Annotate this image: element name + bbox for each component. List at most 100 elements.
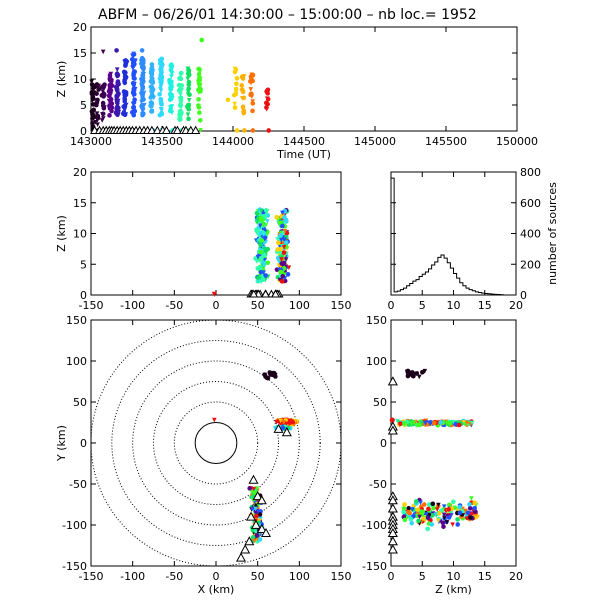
source-point bbox=[414, 513, 420, 519]
source-point bbox=[168, 108, 173, 114]
y-tick-label: -50 bbox=[369, 478, 387, 491]
source-point bbox=[419, 420, 424, 426]
source-point bbox=[251, 486, 256, 492]
source-point bbox=[114, 67, 120, 73]
source-point bbox=[197, 84, 202, 90]
source-point bbox=[263, 208, 269, 213]
source-point bbox=[94, 100, 100, 105]
source-point bbox=[108, 102, 113, 108]
source-point bbox=[150, 93, 155, 99]
source-point bbox=[139, 48, 145, 53]
source-point bbox=[405, 370, 411, 375]
source-point bbox=[431, 505, 436, 511]
source-point bbox=[94, 91, 99, 96]
x-tick-label: 150 bbox=[331, 570, 352, 583]
source-point bbox=[95, 86, 101, 91]
x-tick-label: 10 bbox=[447, 570, 461, 583]
source-point bbox=[116, 109, 122, 115]
source-point bbox=[265, 260, 271, 266]
source-point bbox=[132, 69, 137, 74]
x-tick-label: -150 bbox=[79, 570, 104, 583]
source-point bbox=[139, 90, 144, 96]
source-point bbox=[254, 513, 259, 519]
y-tick-label: 400 bbox=[520, 228, 541, 241]
source-point bbox=[141, 58, 146, 63]
source-point bbox=[178, 108, 183, 114]
source-point bbox=[159, 78, 164, 84]
y-tick-label: 0 bbox=[80, 289, 87, 302]
x-tick-label: -100 bbox=[120, 299, 145, 312]
source-point bbox=[178, 92, 183, 97]
source-point bbox=[139, 99, 144, 105]
x-tick-label: 150000 bbox=[496, 135, 538, 148]
station-triangle bbox=[191, 125, 201, 135]
y-tick-label: 10 bbox=[73, 228, 87, 241]
y-tick-label: -50 bbox=[69, 478, 87, 491]
y-tick-label: 0 bbox=[380, 437, 387, 450]
station-triangle bbox=[248, 474, 259, 484]
source-point bbox=[211, 291, 217, 297]
source-point bbox=[451, 499, 456, 505]
source-point bbox=[435, 518, 441, 524]
y-tick-label: 100 bbox=[366, 355, 387, 368]
source-point bbox=[100, 49, 106, 55]
source-point bbox=[421, 516, 426, 521]
source-point bbox=[149, 109, 155, 114]
source-point bbox=[159, 108, 164, 113]
x-tick-label: 0 bbox=[388, 299, 395, 312]
source-point bbox=[468, 515, 473, 520]
source-point bbox=[167, 88, 173, 94]
source-point bbox=[422, 368, 428, 374]
source-point bbox=[402, 421, 407, 426]
source-point bbox=[159, 74, 165, 79]
source-point bbox=[232, 105, 238, 110]
source-point bbox=[475, 514, 480, 520]
source-point bbox=[473, 509, 478, 514]
x-tick-label: 50 bbox=[251, 570, 265, 583]
source-point bbox=[257, 537, 263, 542]
x-tick-label: 144000 bbox=[212, 135, 254, 148]
x-tick-label: 50 bbox=[251, 299, 265, 312]
source-point bbox=[140, 94, 145, 100]
x-tick-label: 15 bbox=[478, 570, 492, 583]
y-tick-label: 20 bbox=[73, 21, 87, 34]
source-point bbox=[426, 506, 431, 512]
y-axis-label: Z (km) bbox=[55, 215, 68, 252]
source-point bbox=[424, 512, 429, 517]
source-point bbox=[130, 101, 136, 107]
source-point bbox=[434, 507, 440, 512]
station-triangle bbox=[240, 544, 251, 554]
x-tick-label: 5 bbox=[419, 299, 426, 312]
y-tick-label: 0 bbox=[80, 437, 87, 450]
source-point bbox=[94, 82, 100, 87]
y-tick-label: 15 bbox=[73, 47, 87, 60]
source-point bbox=[123, 63, 128, 68]
plot-frame bbox=[90, 171, 342, 296]
source-point bbox=[265, 246, 271, 252]
source-point bbox=[185, 76, 191, 82]
source-point bbox=[169, 65, 175, 71]
y-tick-label: 800 bbox=[520, 166, 541, 179]
source-point bbox=[272, 372, 278, 378]
station-triangle bbox=[249, 289, 259, 298]
source-point bbox=[430, 501, 436, 507]
source-point bbox=[265, 96, 271, 102]
source-point bbox=[131, 93, 136, 98]
source-point bbox=[233, 67, 239, 73]
source-point bbox=[140, 81, 145, 86]
source-point bbox=[114, 48, 119, 53]
source-point bbox=[140, 77, 146, 83]
source-point bbox=[99, 118, 105, 123]
source-point bbox=[406, 505, 411, 511]
source-point bbox=[90, 120, 95, 126]
source-point bbox=[122, 77, 127, 83]
source-point bbox=[280, 425, 286, 431]
plot-frame bbox=[390, 171, 517, 296]
station-triangle bbox=[235, 552, 247, 562]
source-point bbox=[107, 113, 112, 118]
y-tick-label: 15 bbox=[73, 197, 87, 210]
source-point bbox=[196, 78, 202, 84]
source-point bbox=[239, 83, 245, 88]
source-point bbox=[250, 72, 256, 78]
source-point bbox=[130, 65, 135, 71]
